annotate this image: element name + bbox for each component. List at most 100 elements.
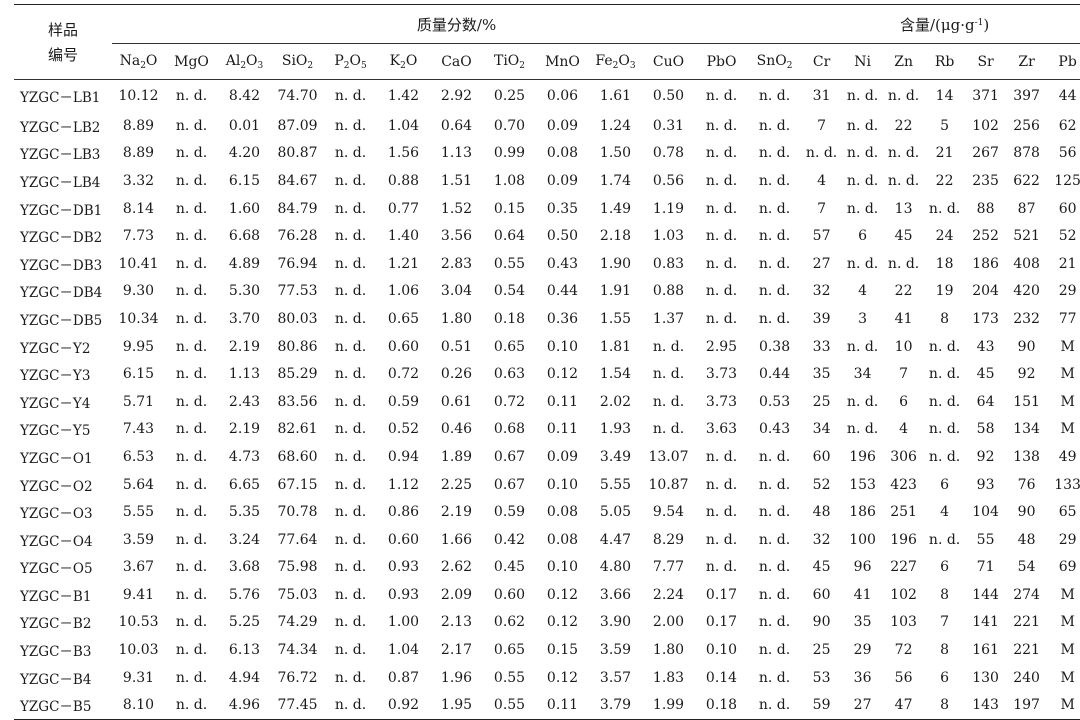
value-cell: 0.11 [546, 421, 579, 438]
value-cell: 1.12 [387, 476, 420, 493]
value-cell: 8 [924, 691, 966, 720]
value-cell: n. d. [705, 172, 738, 189]
value-cell: 0.17 [705, 614, 738, 631]
value-cell: 53 [812, 669, 831, 686]
value-cell: n. d. [175, 421, 208, 438]
value-cell: 96 [853, 559, 872, 576]
value-cell: 70.78 [277, 504, 318, 521]
value-cell: 0.70 [493, 117, 526, 134]
oxide-header-base: SiO [281, 52, 308, 69]
value-cell: 134 [1013, 421, 1040, 438]
sample-id-cell: YZGC－LB3 [20, 147, 101, 164]
value-cell: 130 [972, 669, 999, 686]
value-cell: 58 [976, 421, 995, 438]
value-cell: 235 [972, 172, 999, 189]
table-row: YZGC－LB1 10.12 n. d. 8.42 74.70 n. d. 1.42 2.92… [14, 80, 1080, 113]
value-cell: 75.98 [277, 559, 318, 576]
value-cell: 2.18 [599, 228, 632, 245]
value-cell: n. d. [175, 172, 208, 189]
value-cell: 2.17 [440, 642, 473, 659]
value-cell: 0.53 [758, 393, 791, 410]
value-cell: 9.54 [652, 504, 685, 521]
value-cell: 0.56 [652, 172, 685, 189]
value-cell: 6.65 [228, 476, 261, 493]
value-cell: 41 [894, 310, 913, 327]
value-cell: 1.49 [599, 200, 632, 217]
value-cell: n. d. [652, 366, 685, 383]
value-cell: 34 [853, 366, 872, 383]
value-cell: 100 [849, 531, 876, 548]
value-cell: n. d. [334, 88, 367, 104]
sample-id-cell: YZGC－Y5 [20, 423, 91, 440]
value-cell: 92 [1017, 366, 1036, 383]
content-label-close: ) [983, 15, 990, 34]
value-cell: 0.10 [705, 642, 738, 659]
value-cell: 0.09 [546, 172, 579, 189]
value-cell: 0.17 [705, 586, 738, 603]
value-cell: 84.79 [277, 200, 318, 217]
oxide-column-header: Al2O3 [218, 43, 271, 80]
value-cell: 45 [976, 366, 995, 383]
value-cell: 104 [972, 504, 999, 521]
value-cell: 0.12 [546, 614, 579, 631]
value-cell: 0.26 [440, 366, 473, 383]
value-cell: 0.78 [652, 145, 685, 162]
value-cell: 8.89 [122, 145, 155, 162]
value-cell: 240 [1013, 669, 1040, 686]
value-cell: n. d. [805, 145, 838, 162]
value-cell: n. d. [928, 338, 961, 355]
table-row: YZGC－DB5 10.34 n. d. 3.70 80.03 n. d. 0.65 1.80… [14, 305, 1080, 333]
oxide-header-base: P [334, 52, 344, 69]
value-cell: 29 [1058, 283, 1077, 300]
oxide-header-base: Al [225, 52, 241, 69]
composition-table: 样品 编号 质量分数/% 含量/(μg·g-1) Na2O MgO Al2O3 SiO… [14, 4, 1080, 720]
value-cell: 1.56 [387, 145, 420, 162]
value-cell: 60 [1058, 200, 1077, 217]
value-cell: 19 [935, 283, 954, 300]
table-body: YZGC－LB1 10.12 n. d. 8.42 74.70 n. d. 1.42 2.92… [14, 80, 1080, 720]
value-cell: 10.41 [118, 255, 159, 272]
value-cell: 77.53 [277, 283, 318, 300]
value-cell: 0.62 [493, 614, 526, 631]
value-cell: 77.45 [271, 691, 324, 720]
value-cell: n. d. [334, 476, 367, 493]
element-column-header: Zn [883, 43, 925, 80]
value-cell: 64 [976, 393, 995, 410]
value-cell: n. d. [334, 117, 367, 134]
value-cell: n. d. [334, 614, 367, 631]
value-cell: n. d. [705, 145, 738, 162]
value-cell: 90 [1017, 504, 1036, 521]
sample-id-cell: YZGC－O5 [20, 561, 93, 578]
value-cell: n. d. [928, 200, 961, 217]
value-cell: 186 [849, 504, 876, 521]
value-cell: 3.70 [228, 310, 261, 327]
value-cell: 3.73 [705, 366, 738, 383]
value-cell: n. d. [334, 255, 367, 272]
sample-label-line2: 编号 [47, 46, 78, 64]
value-cell: n. d. [928, 366, 961, 383]
value-cell: M [1060, 669, 1075, 686]
table-row: YZGC－O2 5.64 n. d. 6.65 67.15 n. d. 1.12 2.25 0.… [14, 471, 1080, 499]
sample-id-cell: YZGC－DB4 [20, 285, 103, 302]
value-cell: n. d. [758, 559, 791, 576]
value-cell: 306 [890, 448, 917, 465]
value-cell: 68.60 [277, 448, 318, 465]
value-cell: 133 [1054, 476, 1080, 493]
table-row: YZGC－DB1 8.14 n. d. 1.60 84.79 n. d. 0.77 1.52 0… [14, 195, 1080, 223]
sample-id-cell: YZGC－LB1 [20, 90, 101, 106]
oxide-header-rest: O [246, 52, 258, 69]
content-label: 含量/(μg·g [899, 15, 975, 34]
value-cell: n. d. [324, 691, 377, 720]
sample-id-cell: YZGC－B1 [20, 588, 92, 605]
sample-id-cell: YZGC－O3 [20, 506, 93, 523]
value-cell: 371 [972, 88, 999, 104]
value-cell: 252 [972, 228, 999, 245]
value-cell: 75.03 [277, 586, 318, 603]
sample-id-cell: YZGC－B3 [20, 644, 92, 661]
value-cell: 80.03 [277, 310, 318, 327]
value-cell: n. d. [758, 669, 791, 686]
value-cell: 22 [935, 172, 954, 189]
oxide-header-sub2: 5 [360, 60, 367, 71]
value-cell: n. d. [887, 172, 920, 189]
value-cell: 21 [1058, 255, 1077, 272]
